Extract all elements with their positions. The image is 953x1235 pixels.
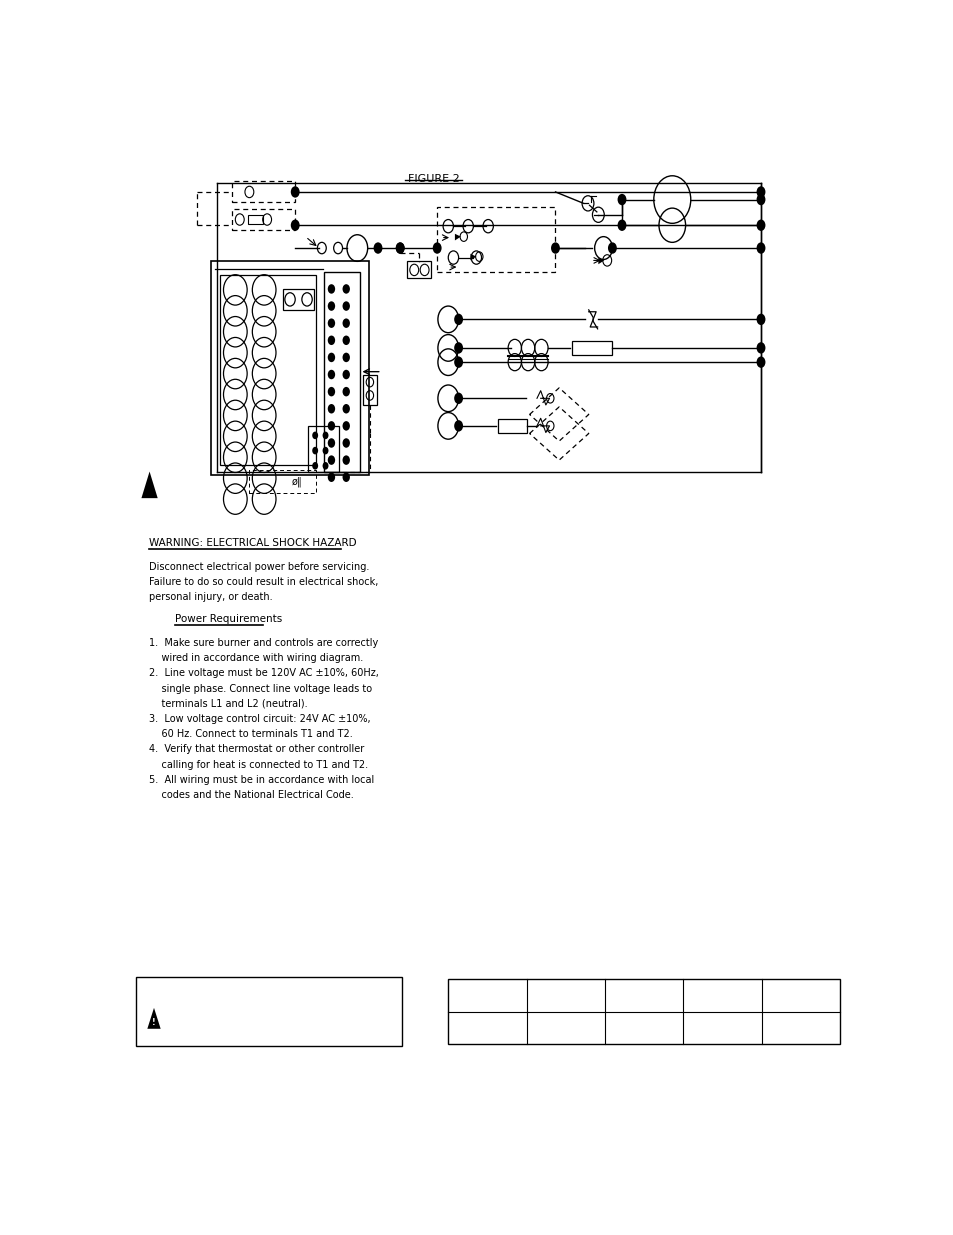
Circle shape [454, 357, 462, 368]
Bar [219, 274, 315, 464]
Circle shape [756, 186, 764, 198]
Text: personal injury, or death.: personal injury, or death. [149, 593, 273, 603]
Circle shape [342, 336, 350, 345]
Circle shape [342, 473, 350, 482]
Circle shape [328, 301, 335, 311]
Circle shape [756, 342, 764, 353]
Circle shape [322, 431, 328, 440]
Circle shape [342, 421, 350, 431]
Circle shape [395, 242, 404, 253]
Polygon shape [598, 258, 603, 264]
Text: Disconnect electrical power before servicing.: Disconnect electrical power before servi… [149, 562, 369, 572]
Text: 2.  Line voltage must be 120V AC ±10%, 60Hz,: 2. Line voltage must be 120V AC ±10%, 60… [149, 668, 378, 678]
Text: 4.  Verify that thermostat or other controller: 4. Verify that thermostat or other contr… [149, 745, 364, 755]
Circle shape [342, 387, 350, 396]
Circle shape [617, 194, 626, 205]
Circle shape [756, 357, 764, 368]
Circle shape [607, 242, 617, 253]
Circle shape [342, 438, 350, 448]
Text: single phase. Connect line voltage leads to: single phase. Connect line voltage leads… [149, 684, 372, 694]
Circle shape [454, 420, 462, 431]
Circle shape [291, 186, 299, 198]
Bar [248, 215, 262, 225]
Text: codes and the National Electrical Code.: codes and the National Electrical Code. [149, 790, 354, 800]
Circle shape [454, 342, 462, 353]
Text: wired in accordance with wiring diagram.: wired in accordance with wiring diagram. [149, 653, 363, 663]
Circle shape [395, 242, 404, 253]
Circle shape [328, 421, 335, 431]
Text: WARNING: ELECTRICAL SHOCK HAZARD: WARNING: ELECTRICAL SHOCK HAZARD [149, 537, 356, 547]
Polygon shape [470, 253, 476, 261]
Circle shape [342, 369, 350, 379]
Circle shape [433, 242, 441, 253]
Circle shape [756, 314, 764, 325]
Circle shape [374, 242, 382, 253]
Circle shape [312, 447, 317, 454]
Bar [249, 469, 315, 494]
Circle shape [454, 393, 462, 404]
Text: FIGURE 2: FIGURE 2 [407, 174, 458, 184]
Circle shape [342, 301, 350, 311]
Circle shape [328, 473, 335, 482]
Bar [497, 419, 527, 432]
Circle shape [617, 220, 626, 231]
Bar [406, 262, 430, 278]
Circle shape [328, 404, 335, 414]
Bar [436, 207, 555, 272]
Circle shape [328, 319, 335, 329]
Circle shape [312, 462, 317, 469]
Circle shape [328, 369, 335, 379]
Circle shape [328, 336, 335, 345]
Text: ø‖: ø‖ [291, 477, 302, 488]
Circle shape [551, 242, 559, 253]
Circle shape [322, 462, 328, 469]
Text: calling for heat is connected to T1 and T2.: calling for heat is connected to T1 and … [149, 760, 368, 769]
Circle shape [342, 456, 350, 464]
Bar [233, 182, 294, 203]
Bar [571, 341, 612, 354]
Bar [233, 209, 294, 230]
Circle shape [312, 431, 317, 440]
Text: Power Requirements: Power Requirements [174, 614, 282, 624]
Circle shape [756, 242, 764, 253]
Circle shape [328, 438, 335, 448]
Bar [308, 426, 338, 472]
Circle shape [454, 314, 462, 325]
Circle shape [328, 284, 335, 294]
Circle shape [322, 447, 328, 454]
Circle shape [342, 353, 350, 362]
Circle shape [328, 387, 335, 396]
Text: 60 Hz. Connect to terminals T1 and T2.: 60 Hz. Connect to terminals T1 and T2. [149, 729, 353, 740]
Bar [211, 262, 369, 475]
Circle shape [328, 456, 335, 464]
Circle shape [291, 220, 299, 231]
Bar [135, 977, 401, 1046]
Text: 1.  Make sure burner and controls are correctly: 1. Make sure burner and controls are cor… [149, 638, 377, 648]
Bar [283, 289, 314, 310]
Circle shape [342, 404, 350, 414]
Text: Failure to do so could result in electrical shock,: Failure to do so could result in electri… [149, 577, 377, 587]
Bar [448, 979, 840, 1044]
Text: 3.  Low voltage control circuit: 24V AC ±10%,: 3. Low voltage control circuit: 24V AC ±… [149, 714, 370, 724]
Bar [324, 272, 359, 472]
Bar [363, 374, 376, 405]
Circle shape [756, 220, 764, 231]
Circle shape [756, 194, 764, 205]
Text: terminals L1 and L2 (neutral).: terminals L1 and L2 (neutral). [149, 699, 307, 709]
Circle shape [328, 353, 335, 362]
Polygon shape [147, 1008, 160, 1029]
Polygon shape [455, 233, 460, 241]
Text: 5.  All wiring must be in accordance with local: 5. All wiring must be in accordance with… [149, 774, 374, 785]
Polygon shape [141, 472, 157, 498]
Circle shape [342, 319, 350, 329]
Circle shape [342, 284, 350, 294]
Text: !: ! [152, 1018, 155, 1026]
